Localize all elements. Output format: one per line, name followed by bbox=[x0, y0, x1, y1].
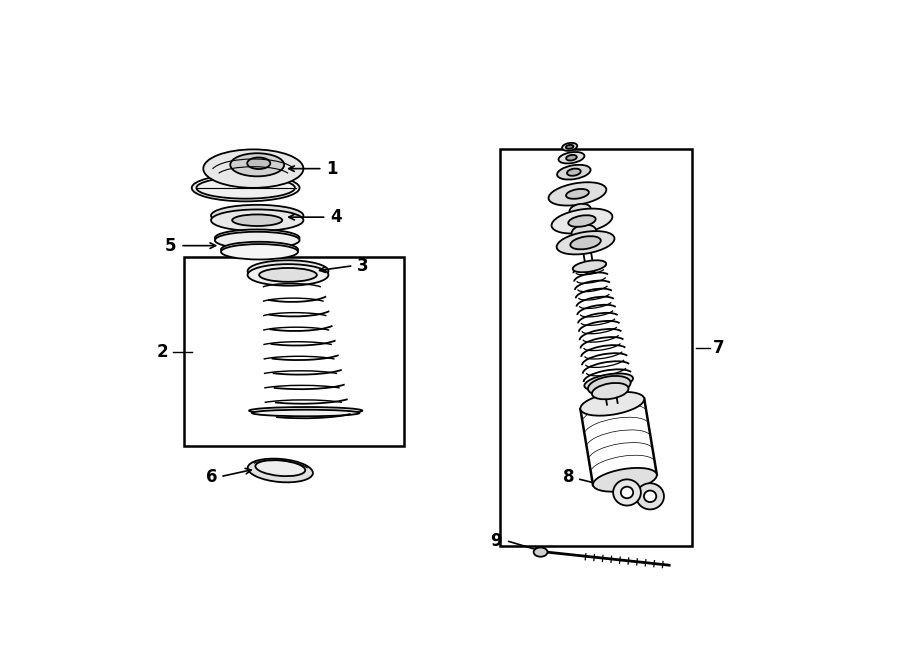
Ellipse shape bbox=[548, 182, 607, 206]
Ellipse shape bbox=[567, 169, 580, 176]
Ellipse shape bbox=[584, 373, 633, 391]
Text: 2: 2 bbox=[157, 343, 168, 361]
Ellipse shape bbox=[252, 410, 359, 416]
Ellipse shape bbox=[196, 177, 295, 199]
Ellipse shape bbox=[192, 175, 300, 202]
Text: 4: 4 bbox=[330, 208, 342, 226]
Ellipse shape bbox=[621, 486, 634, 498]
Ellipse shape bbox=[556, 231, 615, 254]
Ellipse shape bbox=[221, 244, 298, 260]
Ellipse shape bbox=[203, 149, 303, 188]
Ellipse shape bbox=[636, 483, 664, 510]
Text: 7: 7 bbox=[713, 338, 725, 357]
Ellipse shape bbox=[211, 210, 303, 231]
Ellipse shape bbox=[570, 204, 590, 217]
Text: 5: 5 bbox=[165, 237, 176, 254]
Text: 6: 6 bbox=[206, 467, 217, 486]
Ellipse shape bbox=[593, 468, 657, 492]
Ellipse shape bbox=[588, 376, 631, 395]
Ellipse shape bbox=[568, 215, 596, 227]
Ellipse shape bbox=[580, 392, 644, 416]
Ellipse shape bbox=[215, 229, 300, 247]
Ellipse shape bbox=[230, 153, 284, 176]
Bar bbox=[500, 149, 692, 546]
Text: 8: 8 bbox=[563, 468, 574, 486]
Ellipse shape bbox=[566, 155, 577, 161]
Ellipse shape bbox=[256, 460, 305, 476]
Ellipse shape bbox=[259, 268, 317, 282]
Ellipse shape bbox=[592, 383, 628, 399]
Ellipse shape bbox=[215, 232, 300, 249]
Ellipse shape bbox=[248, 157, 270, 169]
Ellipse shape bbox=[534, 547, 547, 557]
Ellipse shape bbox=[613, 479, 641, 506]
Ellipse shape bbox=[572, 260, 607, 272]
Ellipse shape bbox=[566, 145, 573, 149]
Ellipse shape bbox=[211, 205, 303, 226]
Ellipse shape bbox=[248, 459, 313, 483]
Ellipse shape bbox=[559, 152, 584, 163]
Ellipse shape bbox=[566, 189, 589, 199]
Ellipse shape bbox=[571, 236, 601, 249]
Text: 1: 1 bbox=[327, 160, 338, 178]
Ellipse shape bbox=[557, 165, 590, 180]
Bar bbox=[184, 257, 403, 446]
Ellipse shape bbox=[248, 264, 328, 286]
Ellipse shape bbox=[249, 407, 363, 414]
Ellipse shape bbox=[221, 242, 298, 257]
Ellipse shape bbox=[552, 209, 612, 233]
Ellipse shape bbox=[248, 260, 328, 282]
Text: 3: 3 bbox=[357, 256, 369, 275]
Text: 9: 9 bbox=[491, 531, 502, 549]
Ellipse shape bbox=[232, 214, 283, 226]
Ellipse shape bbox=[572, 225, 596, 239]
Ellipse shape bbox=[644, 490, 656, 502]
Ellipse shape bbox=[562, 143, 577, 151]
